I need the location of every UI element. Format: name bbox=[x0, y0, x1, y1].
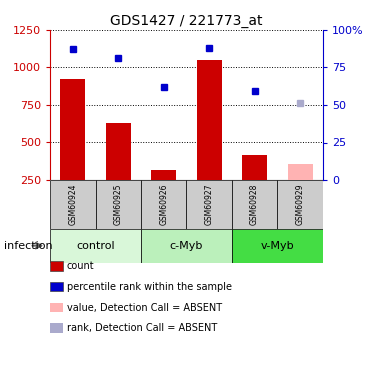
Text: GSM60924: GSM60924 bbox=[68, 184, 77, 225]
Bar bbox=[96, 180, 141, 229]
Text: v-Myb: v-Myb bbox=[260, 241, 294, 250]
Text: GSM60927: GSM60927 bbox=[205, 184, 214, 225]
Text: GSM60925: GSM60925 bbox=[114, 184, 123, 225]
Bar bbox=[187, 180, 232, 229]
Bar bbox=[50, 282, 63, 291]
Text: count: count bbox=[67, 261, 94, 271]
Bar bbox=[278, 180, 323, 229]
Bar bbox=[151, 170, 176, 180]
Text: c-Myb: c-Myb bbox=[170, 241, 203, 250]
Bar bbox=[232, 229, 323, 262]
Text: control: control bbox=[76, 241, 115, 250]
Bar bbox=[141, 180, 187, 229]
Bar bbox=[106, 123, 131, 180]
Bar bbox=[50, 229, 141, 262]
Bar bbox=[50, 303, 63, 312]
Text: GSM60926: GSM60926 bbox=[159, 184, 168, 225]
Bar bbox=[197, 60, 221, 180]
Bar bbox=[50, 261, 63, 271]
Text: infection: infection bbox=[4, 241, 52, 250]
Bar bbox=[232, 180, 278, 229]
Text: GSM60928: GSM60928 bbox=[250, 184, 259, 225]
Bar bbox=[242, 154, 267, 180]
Bar bbox=[50, 180, 96, 229]
Text: GSM60929: GSM60929 bbox=[296, 184, 305, 225]
Text: value, Detection Call = ABSENT: value, Detection Call = ABSENT bbox=[67, 303, 222, 312]
Bar bbox=[288, 164, 312, 180]
Bar bbox=[60, 80, 85, 180]
Text: rank, Detection Call = ABSENT: rank, Detection Call = ABSENT bbox=[67, 323, 217, 333]
Bar bbox=[50, 323, 63, 333]
Text: percentile rank within the sample: percentile rank within the sample bbox=[67, 282, 232, 292]
Bar bbox=[141, 229, 232, 262]
Title: GDS1427 / 221773_at: GDS1427 / 221773_at bbox=[110, 13, 263, 28]
